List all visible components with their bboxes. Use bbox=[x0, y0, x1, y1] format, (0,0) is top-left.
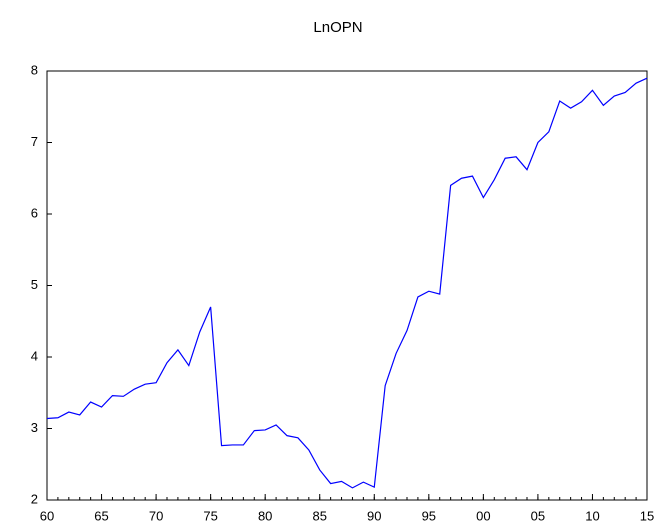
chart-title: LnOPN bbox=[313, 19, 362, 36]
x-tick-label: 05 bbox=[531, 508, 545, 523]
plot-frame bbox=[46, 70, 648, 501]
x-tick-label: 90 bbox=[367, 508, 381, 523]
x-tick-label: 65 bbox=[94, 508, 108, 523]
x-tick-label: 95 bbox=[422, 508, 436, 523]
x-tick-label: 75 bbox=[203, 508, 217, 523]
x-tick-label: 10 bbox=[585, 508, 599, 523]
y-tick-label: 2 bbox=[31, 491, 38, 506]
x-tick-label: 70 bbox=[149, 508, 163, 523]
x-tick-label: 85 bbox=[312, 508, 326, 523]
x-tick-label: 60 bbox=[40, 508, 54, 523]
y-tick-label: 3 bbox=[31, 420, 38, 435]
y-tick-label: 4 bbox=[31, 348, 38, 363]
x-tick-label: 00 bbox=[476, 508, 490, 523]
data-line bbox=[46, 77, 648, 489]
y-tick-label: 8 bbox=[31, 62, 38, 77]
x-tick-label: 80 bbox=[258, 508, 272, 523]
y-tick-label: 7 bbox=[31, 134, 38, 149]
x-tick-label: 15 bbox=[640, 508, 654, 523]
y-tick-label: 6 bbox=[31, 205, 38, 220]
y-tick-label: 5 bbox=[31, 277, 38, 292]
